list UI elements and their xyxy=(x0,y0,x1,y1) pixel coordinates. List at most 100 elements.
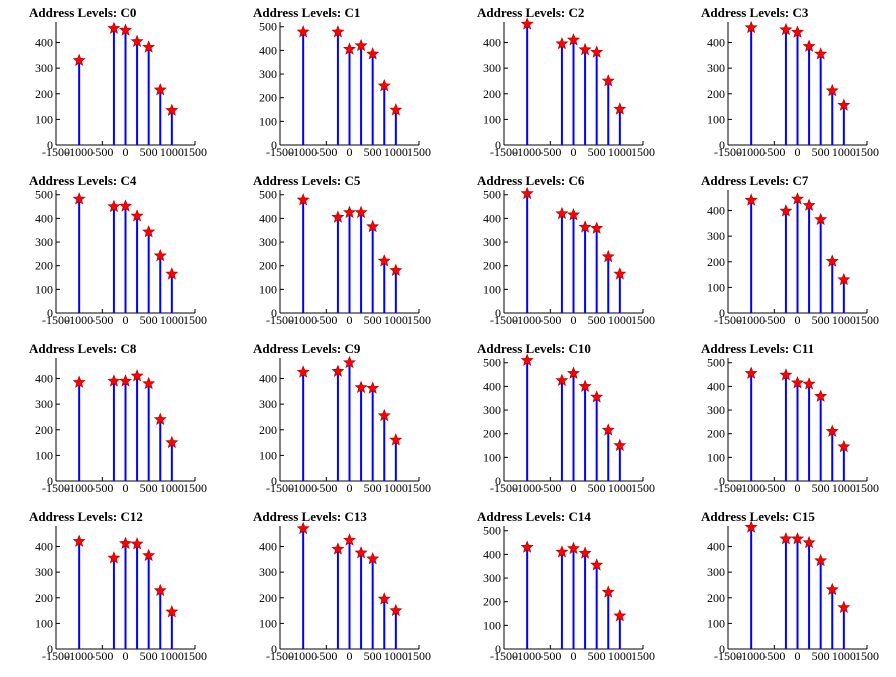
x-tick-label: 0 xyxy=(795,481,801,495)
star-icon xyxy=(802,377,816,390)
bar xyxy=(348,49,351,146)
y-tick-label: 200 xyxy=(35,591,53,605)
star-icon xyxy=(814,212,828,225)
x-tick-label: 500 xyxy=(364,649,382,663)
y-tick-label: 100 xyxy=(707,112,725,126)
subplot-3: Address Levels: C3 0 100 200 300 400 -1500-100… xyxy=(701,5,879,159)
bar xyxy=(842,446,845,481)
chart-title: Address Levels: C7 xyxy=(701,173,809,188)
star-icon xyxy=(814,553,828,567)
x-tick-label: -500 xyxy=(763,313,785,327)
bar xyxy=(584,553,587,649)
x-tick-label: 1500 xyxy=(183,481,207,495)
star-icon xyxy=(72,375,86,388)
star-icon xyxy=(567,366,580,379)
star-icon xyxy=(72,534,86,547)
y-tick-label: 0 xyxy=(47,474,53,488)
x-tick-label: 1000 xyxy=(608,649,632,663)
bar xyxy=(112,206,115,313)
star-icon xyxy=(72,192,86,205)
star-icon xyxy=(153,83,167,96)
star-icon xyxy=(343,533,356,546)
star-icon xyxy=(389,103,403,116)
subplot-4: Address Levels: C40100200300400500-1500-… xyxy=(29,173,207,327)
bar xyxy=(360,212,363,313)
bar xyxy=(784,29,787,145)
bar xyxy=(607,430,610,481)
star-icon xyxy=(366,381,380,394)
subplot-8: Address Levels: C8 0 100 200 300 400 -1500-100… xyxy=(29,341,207,495)
star-icon xyxy=(153,583,167,597)
star-icon xyxy=(779,204,793,217)
y-tick-label: 0 xyxy=(495,306,501,320)
y-tick-label: 100 xyxy=(259,616,277,630)
y-tick-label: 100 xyxy=(483,282,501,296)
star-icon xyxy=(107,374,121,387)
star-icon xyxy=(296,521,310,535)
star-icon xyxy=(153,248,167,262)
chart-title: Address Levels: C13 xyxy=(253,509,367,524)
y-tick-label: 0 xyxy=(47,138,53,152)
bar xyxy=(595,228,598,313)
y-tick-label: 100 xyxy=(707,450,725,464)
x-tick-label: -500 xyxy=(539,649,561,663)
bar xyxy=(348,540,351,649)
star-icon xyxy=(590,45,604,58)
star-icon xyxy=(601,423,615,436)
y-tick-label: 200 xyxy=(483,87,501,101)
x-tick-label: -1000 xyxy=(289,145,317,159)
star-icon xyxy=(331,542,345,555)
y-tick-label: 200 xyxy=(259,259,277,273)
subplot-9: Address Levels: C9 0 100 200 300 400 -1500-100… xyxy=(253,341,431,495)
x-tick-label: 1500 xyxy=(855,481,879,495)
chart-title: Address Levels: C14 xyxy=(477,509,591,524)
y-tick-label: 100 xyxy=(35,448,53,462)
bar xyxy=(819,396,822,481)
bar xyxy=(394,109,397,145)
bar xyxy=(371,53,374,145)
y-tick-label: 300 xyxy=(259,397,277,411)
star-icon xyxy=(837,272,851,286)
bar xyxy=(842,105,845,145)
star-icon xyxy=(555,206,569,220)
y-tick-label: 0 xyxy=(719,138,725,152)
bar xyxy=(784,375,787,481)
x-tick-label: -1500 xyxy=(266,313,294,327)
star-icon xyxy=(343,42,356,55)
star-icon xyxy=(377,408,391,422)
subplot-0: Address Levels: C0 0 100 200 300 400 -1500-100… xyxy=(29,5,207,159)
y-tick-label: 500 xyxy=(259,188,277,202)
bar xyxy=(572,548,575,649)
y-tick-label: 500 xyxy=(707,356,725,370)
y-tick-label: 100 xyxy=(259,448,277,462)
y-tick-label: 400 xyxy=(259,372,277,386)
y-tick-label: 200 xyxy=(483,427,501,441)
star-icon xyxy=(578,220,592,233)
bar xyxy=(336,217,339,313)
x-tick-label: 1000 xyxy=(160,145,184,159)
x-tick-label: 1500 xyxy=(407,145,431,159)
star-icon xyxy=(567,541,580,554)
y-tick-label: 400 xyxy=(707,540,725,554)
star-icon xyxy=(354,380,368,393)
star-icon xyxy=(165,605,179,618)
bar xyxy=(159,89,162,145)
bar xyxy=(147,47,150,145)
bar xyxy=(607,592,610,649)
y-tick-label: 200 xyxy=(483,259,501,273)
y-tick-label: 300 xyxy=(35,397,53,411)
y-tick-label: 0 xyxy=(719,306,725,320)
bar xyxy=(78,198,81,313)
x-tick-label: 1000 xyxy=(608,481,632,495)
y-tick-label: 400 xyxy=(259,540,277,554)
bar xyxy=(78,541,81,649)
bar xyxy=(750,27,753,146)
bar xyxy=(302,199,305,313)
x-tick-label: -1000 xyxy=(65,145,93,159)
y-tick-label: 400 xyxy=(35,211,53,225)
star-icon xyxy=(744,520,758,533)
bar xyxy=(124,206,127,313)
bar xyxy=(394,440,397,481)
chart-title: Address Levels: C5 xyxy=(253,173,361,188)
star-icon xyxy=(613,609,627,622)
